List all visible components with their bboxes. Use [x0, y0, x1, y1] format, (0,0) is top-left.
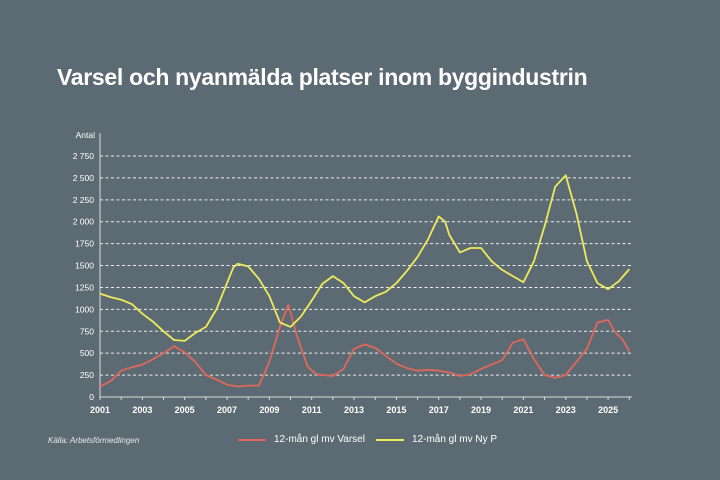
- legend-label: 12-mån gl mv Ny P: [412, 434, 498, 445]
- chart-title: Varsel och nyanmälda platser inom byggin…: [57, 64, 588, 90]
- y-tick-label: 2 500: [73, 173, 95, 183]
- legend-swatch: [376, 438, 404, 441]
- y-tick-label: 2 000: [73, 217, 95, 227]
- y-tick-label: 0: [89, 392, 94, 402]
- x-tick-label: 2019: [471, 405, 491, 415]
- x-tick-label: 2009: [259, 405, 279, 415]
- x-tick-label: 2001: [90, 405, 110, 415]
- y-tick-label: 500: [80, 348, 94, 358]
- legend-item-varsel: 12-mån gl mv Varsel: [238, 434, 365, 445]
- legend-label: 12-mån gl mv Varsel: [274, 434, 365, 445]
- x-tick-label: 2025: [598, 405, 618, 415]
- legend-item-nyp: 12-mån gl mv Ny P: [376, 434, 497, 445]
- x-tick-label: 2021: [513, 405, 533, 415]
- series-line-ny-p: [99, 174, 630, 342]
- x-tick-label: 2023: [556, 405, 576, 415]
- y-tick-label: 250: [80, 370, 94, 380]
- x-tick-label: 2007: [217, 405, 237, 415]
- y-tick-label: 750: [80, 326, 94, 336]
- y-tick-label: 1250: [75, 282, 94, 292]
- y-tick-label: 1500: [75, 261, 94, 271]
- y-tick-label: 1750: [75, 239, 94, 249]
- source-note: Källa: Arbetsförmedlingen: [48, 436, 140, 445]
- x-tick-label: 2015: [386, 405, 406, 415]
- legend-swatch: [238, 438, 266, 441]
- series-line-varsel: [99, 304, 631, 388]
- y-axis-label: Antal: [76, 130, 95, 140]
- x-tick-label: 2017: [429, 405, 449, 415]
- x-tick-label: 2003: [132, 405, 152, 415]
- y-tick-label: 1000: [75, 304, 94, 314]
- y-tick-label: 2 250: [73, 195, 95, 205]
- x-tick-label: 2013: [344, 405, 364, 415]
- x-tick-label: 2005: [175, 405, 195, 415]
- x-tick-label: 2011: [302, 405, 322, 415]
- y-tick-label: 2 750: [73, 151, 95, 161]
